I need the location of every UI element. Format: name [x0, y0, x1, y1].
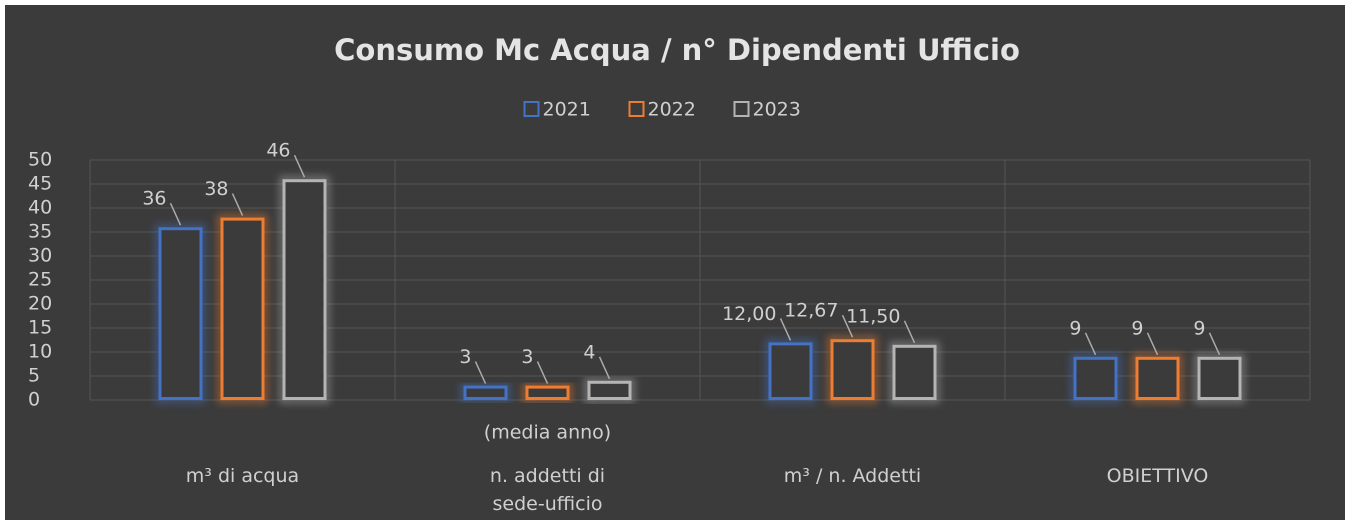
x-tick-label: OBIETTIVO — [1106, 465, 1209, 487]
bar — [830, 339, 875, 400]
y-tick-label: 45 — [28, 173, 52, 195]
leader-line — [536, 361, 549, 384]
value-label: 9 — [1193, 317, 1205, 339]
y-tick-label: 35 — [28, 221, 52, 243]
y-tick-label: 30 — [28, 245, 52, 267]
bar — [525, 385, 570, 401]
value-label: 3 — [521, 346, 533, 368]
y-tick-label: 40 — [28, 197, 52, 219]
bar — [463, 385, 508, 401]
y-tick-label: 25 — [28, 269, 52, 291]
value-label: 3 — [459, 346, 471, 368]
leader-line — [598, 356, 611, 380]
value-label: 12,00 — [722, 303, 776, 325]
chart-title: Consumo Mc Acqua / n° Dipendenti Ufficio — [334, 33, 1020, 67]
y-tick-label: 5 — [28, 365, 40, 387]
value-label: 12,67 — [784, 300, 838, 322]
y-tick-label: 0 — [28, 389, 40, 411]
value-label: 36 — [142, 188, 166, 210]
legend-swatch — [628, 101, 645, 117]
legend-swatch — [523, 101, 540, 117]
y-tick-label: 20 — [28, 293, 52, 315]
annotation: (media anno) — [484, 422, 611, 444]
bar — [1197, 356, 1242, 400]
bar — [768, 342, 813, 400]
legend-label: 2022 — [648, 99, 696, 121]
value-label: 46 — [266, 140, 290, 162]
bar — [892, 344, 937, 400]
leader-line — [903, 320, 916, 344]
bar — [1135, 356, 1180, 400]
x-tick-label: m³ di acqua — [185, 465, 300, 487]
bar — [282, 179, 327, 400]
legend-swatch — [733, 101, 750, 117]
y-tick-label: 15 — [28, 317, 52, 339]
y-tick-label: 10 — [28, 341, 52, 363]
chart-background — [5, 5, 1345, 520]
value-label: 11,50 — [846, 305, 900, 327]
leader-line — [841, 314, 854, 338]
leader-line — [1146, 332, 1159, 356]
y-tick-label: 50 — [28, 149, 52, 171]
legend-label: 2021 — [543, 99, 591, 121]
bar — [158, 227, 203, 400]
bar — [220, 217, 265, 400]
value-label: 38 — [204, 178, 228, 200]
leader-line — [1084, 332, 1097, 356]
leader-line — [474, 361, 487, 384]
bar — [587, 380, 632, 400]
x-tick-label: m³ / n. Addetti — [783, 465, 922, 487]
leader-line — [1208, 332, 1221, 356]
value-label: 9 — [1069, 317, 1081, 339]
leader-line — [779, 318, 792, 341]
value-label: 4 — [583, 341, 595, 363]
x-tick-label: n. addetti di sede-ufficio — [489, 465, 606, 515]
leader-line — [293, 154, 306, 178]
leader-line — [231, 193, 244, 216]
leader-line — [169, 202, 182, 226]
value-label: 9 — [1131, 317, 1143, 339]
bar — [1073, 356, 1118, 400]
legend-label: 2023 — [753, 99, 801, 121]
